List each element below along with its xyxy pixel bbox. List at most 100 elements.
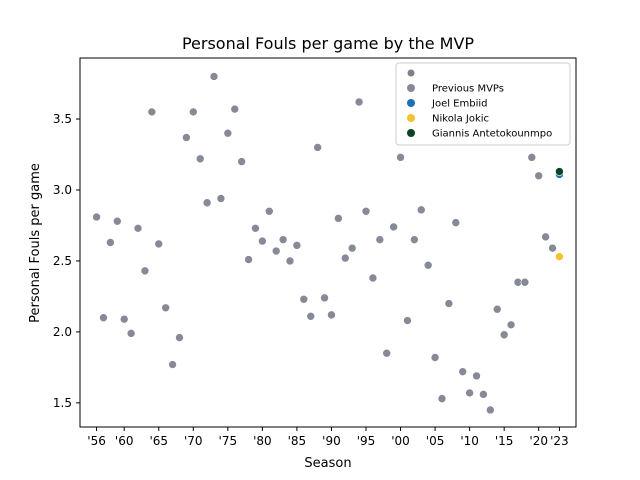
data-point-previous-mvps	[202, 198, 212, 208]
legend: Previous MVPs Joel Embiid Nikola Jokic Gian…	[395, 62, 571, 146]
legend-header-marker	[407, 69, 415, 77]
data-point-previous-mvps	[195, 154, 205, 164]
x-axis-label: Season	[304, 456, 351, 471]
data-point-previous-mvps	[292, 241, 302, 250]
data-point-previous-mvps	[299, 294, 309, 304]
x-tick-label: '10	[460, 434, 479, 448]
y-axis-ticks: 1.5 2.0 2.5 3.0 3.5	[53, 112, 80, 410]
data-point-previous-mvps	[216, 194, 226, 203]
data-point-previous-mvps	[541, 232, 550, 242]
data-point-previous-mvps	[492, 304, 502, 314]
x-tick-label: '65	[149, 434, 168, 448]
data-point-previous-mvps	[410, 235, 419, 244]
data-point-previous-mvps	[389, 222, 398, 232]
x-tick-label: '80	[253, 434, 272, 448]
x-tick-label: '56	[87, 434, 106, 448]
data-point-previous-mvps	[188, 107, 198, 117]
data-point-previous-mvps	[230, 104, 240, 114]
data-point-previous-mvps	[278, 235, 288, 244]
data-point-previous-mvps	[244, 255, 253, 264]
data-point-previous-mvps	[437, 394, 447, 403]
data-point-previous-mvps	[465, 388, 474, 398]
data-point-previous-mvps	[271, 246, 281, 256]
data-point-previous-mvps	[327, 310, 336, 320]
legend-marker-previous-mvps	[407, 84, 415, 92]
data-point-previous-mvps	[182, 133, 191, 142]
data-point-nikola-jokic	[555, 252, 564, 261]
data-points	[92, 72, 564, 415]
data-point-previous-mvps	[527, 153, 537, 162]
x-tick-label: '70	[184, 434, 203, 448]
data-point-previous-mvps	[147, 107, 157, 117]
data-point-previous-mvps	[499, 330, 509, 340]
data-point-previous-mvps	[520, 277, 530, 287]
x-tick-label: '75	[219, 434, 238, 448]
data-point-previous-mvps	[451, 218, 461, 227]
data-point-previous-mvps	[168, 360, 177, 369]
data-point-previous-mvps	[119, 314, 129, 324]
legend-label-nikola-jokic: Nikola Jokic	[432, 114, 489, 125]
x-tick-label: '00	[391, 434, 410, 448]
data-point-previous-mvps	[140, 266, 150, 276]
data-point-previous-mvps	[506, 320, 516, 330]
data-point-previous-mvps	[320, 293, 329, 303]
data-point-previous-mvps	[416, 205, 426, 215]
data-point-previous-mvps	[534, 171, 543, 181]
data-point-previous-mvps	[258, 236, 267, 246]
data-point-previous-mvps	[113, 216, 122, 226]
chart-title: Personal Fouls per game by the MVP	[182, 34, 474, 53]
y-tick-label: 3.5	[53, 112, 72, 126]
data-point-previous-mvps	[175, 333, 184, 342]
data-point-previous-mvps	[334, 214, 343, 223]
legend-label-giannis-antetokounmpo: Giannis Antetokounmpo	[432, 129, 552, 140]
data-point-previous-mvps	[209, 72, 219, 81]
data-point-previous-mvps	[368, 273, 378, 283]
x-axis-ticks: '56 '60 '65 '70 '75 '80 '85 '90 '95 '00 '05 '10 '15 '…	[87, 427, 569, 448]
data-point-previous-mvps	[264, 206, 274, 216]
legend-label-joel-embiid: Joel Embiid	[431, 99, 488, 110]
data-point-previous-mvps	[126, 329, 136, 338]
data-point-previous-mvps	[223, 128, 233, 138]
data-point-previous-mvps	[354, 97, 364, 107]
data-point-previous-mvps	[347, 243, 357, 253]
y-tick-label: 3.0	[53, 183, 72, 197]
data-point-previous-mvps	[375, 235, 385, 244]
x-tick-label: '20	[529, 434, 548, 448]
x-tick-label: '95	[357, 434, 376, 448]
data-point-previous-mvps	[382, 348, 392, 358]
y-tick-label: 2.0	[53, 325, 72, 339]
data-point-previous-mvps	[479, 390, 488, 399]
data-point-previous-mvps	[396, 153, 405, 162]
data-point-previous-mvps	[458, 367, 468, 376]
data-point-previous-mvps	[361, 206, 371, 216]
legend-label-previous-mvps: Previous MVPs	[432, 84, 504, 95]
legend-marker-nikola-jokic	[407, 114, 415, 122]
data-point-previous-mvps	[313, 143, 322, 152]
data-point-previous-mvps	[237, 157, 246, 166]
data-point-previous-mvps	[133, 224, 143, 233]
data-point-previous-mvps	[154, 239, 164, 249]
x-tick-label: '15	[495, 434, 514, 448]
data-point-previous-mvps	[106, 238, 115, 247]
data-point-previous-mvps	[444, 299, 454, 308]
data-point-previous-mvps	[486, 405, 495, 415]
data-point-previous-mvps	[340, 253, 350, 263]
data-point-previous-mvps	[161, 303, 170, 313]
data-point-previous-mvps	[99, 313, 108, 323]
x-tick-label: '90	[322, 434, 341, 448]
x-tick-label: '60	[115, 434, 134, 448]
y-tick-label: 2.5	[53, 254, 72, 268]
data-point-previous-mvps	[92, 212, 101, 222]
data-point-previous-mvps	[472, 371, 481, 381]
data-point-previous-mvps	[423, 260, 433, 270]
legend-marker-giannis-antetokounmpo	[407, 129, 415, 137]
data-point-previous-mvps	[430, 353, 440, 362]
legend-marker-joel-embiid	[407, 99, 415, 107]
x-tick-label: '23	[550, 434, 569, 448]
y-tick-label: 1.5	[53, 396, 72, 410]
data-point-previous-mvps	[548, 243, 557, 253]
x-tick-label: '85	[288, 434, 307, 448]
y-axis-label: Personal Fouls per game	[28, 163, 43, 323]
data-point-previous-mvps	[306, 311, 316, 321]
